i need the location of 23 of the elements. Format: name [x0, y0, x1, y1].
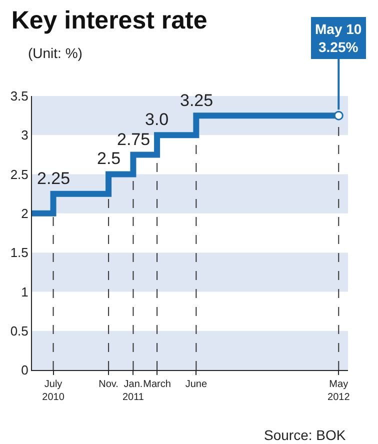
x-tick-label: March	[143, 379, 171, 390]
annotation: May 10 3.25%	[315, 21, 362, 56]
y-tick-label: 1.5	[10, 245, 28, 260]
y-tick-label: 1	[21, 284, 28, 300]
y-tick-label: 0.5	[10, 323, 28, 338]
x-tick-label: May 2012	[328, 379, 350, 403]
x-tick-label: June	[185, 379, 208, 390]
y-tick-label: 3	[21, 128, 28, 143]
x-tick-label: Jan. 2011	[122, 379, 144, 403]
chart-title: Key interest rate	[11, 6, 208, 35]
y-tick-label: 2.5	[10, 166, 28, 182]
data-label: 3.25	[180, 91, 214, 110]
data-label: 2.25	[37, 169, 70, 188]
y-tick-label: 2	[21, 206, 28, 221]
data-label: 2.5	[97, 149, 121, 168]
data-label: 2.75	[117, 130, 150, 149]
x-tick-label: July 2010	[42, 379, 65, 403]
x-tick-label: Nov.	[98, 379, 118, 390]
y-tick-label: 3.5	[10, 88, 28, 104]
data-label: 3.0	[145, 110, 169, 129]
source-note: Source: BOK	[264, 427, 346, 443]
chart-subtitle: (Unit: %)	[28, 45, 82, 61]
y-tick-label: 0	[21, 362, 28, 378]
